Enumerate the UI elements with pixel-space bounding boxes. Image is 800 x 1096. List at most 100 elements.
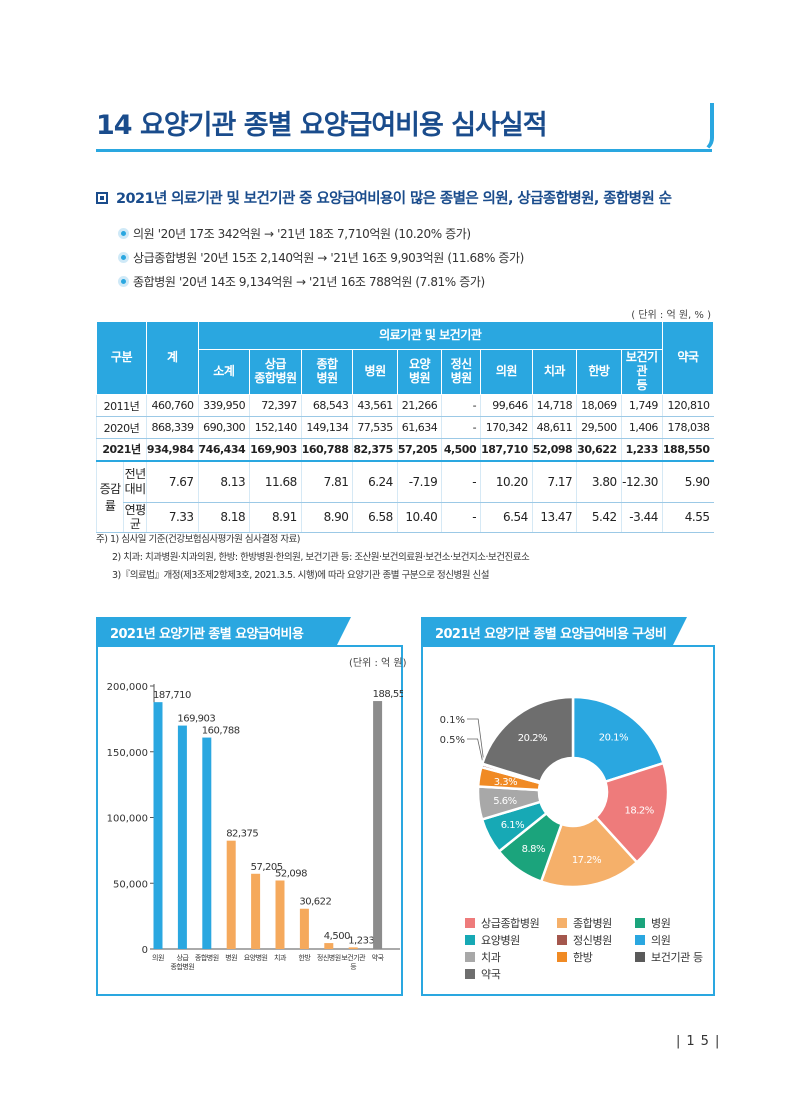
bar: [275, 880, 285, 949]
table-cell: 1,749: [620, 394, 663, 417]
legend-swatch: [557, 935, 567, 945]
header-sub: 종합 병원: [300, 349, 354, 395]
y-tick-label: 0: [142, 945, 148, 956]
bullet-item: 상급종합병원 '20년 15조 2,140억원 → '21년 16조 9,903…: [118, 249, 524, 266]
table-cell: 48,611: [531, 416, 577, 439]
header-sub: 병원: [352, 349, 398, 395]
header-sub: 치과: [531, 349, 578, 395]
table-cell: 72,397: [249, 394, 302, 417]
table-row: 2011년 460,760 339,950 72,397 68,543 43,561 21,…: [96, 394, 714, 417]
bar: [177, 725, 187, 949]
header-sub: 한방: [576, 349, 622, 395]
table-cell: 4.55: [661, 502, 714, 533]
table-cell: 57,205: [396, 438, 442, 462]
table-cell: 8.13: [197, 460, 250, 503]
pie-slice-label: 0.5%: [440, 735, 465, 746]
x-category-label: 의원: [152, 953, 164, 962]
bullet-text: 의원 '20년 17조 342억원 → '21년 18조 7,710억원 (10…: [133, 227, 471, 241]
section-subheading: 2021년 의료기관 및 보건기관 중 요양급여비용이 많은 종별은 의원, 상…: [96, 187, 672, 208]
table-cell: 30,622: [576, 438, 622, 462]
table-cell: 149,134: [300, 416, 353, 439]
table-cell: -: [441, 460, 481, 503]
legend-swatch: [557, 918, 567, 928]
pie-slice-label: 3.3%: [494, 777, 517, 788]
table-cell: 746,434: [197, 438, 250, 462]
table-cell: 460,760: [145, 394, 199, 417]
x-category-label: 병원: [225, 953, 237, 962]
pie-leader-line: [467, 718, 485, 765]
table-cell: 7.67: [145, 460, 199, 503]
legend-item: 의원: [635, 932, 671, 948]
data-table: 구분 계 의료기관 및 보건기관 약국 소계 상급 종합병원 종합 병원 병원 요양 병…: [95, 321, 715, 533]
legend-label: 병원: [651, 917, 671, 930]
x-category-label: 요양병원: [244, 953, 268, 962]
table-cell: -7.19: [396, 460, 442, 503]
pie-chart-title: 2021년 요양기관 종별 요양급여비용 구성비: [421, 617, 687, 645]
bullet-item: 의원 '20년 17조 342억원 → '21년 18조 7,710억원 (10…: [118, 225, 471, 242]
legend-swatch: [635, 918, 645, 928]
table-cell: 7.81: [300, 460, 353, 503]
bar: [226, 840, 236, 949]
legend-label: 상급종합병원: [481, 917, 540, 930]
table-cell: 120,810: [661, 394, 714, 417]
legend-item: 보건기관 등: [635, 949, 703, 965]
x-category-label: 상급 종합병원: [171, 953, 195, 971]
table-cell: 21,266: [396, 394, 442, 417]
x-category-label: 약국: [372, 953, 385, 962]
table-row: 연평균 7.33 8.18 8.91 8.90 6.58 10.40-6.54 13.47 5.…: [97, 502, 714, 533]
bar: [348, 947, 358, 949]
legend-item: 한방: [557, 949, 593, 965]
table-cell: 5.90: [661, 460, 714, 503]
bar-chart-title: 2021년 요양기관 종별 요양급여비용: [96, 617, 351, 645]
table-cell: 13.47: [531, 502, 577, 533]
x-category-label: 정신병원: [317, 953, 341, 962]
table-cell: 339,950: [197, 394, 250, 417]
table-cell: 77,535: [352, 416, 398, 439]
pie-slice-label: 18.2%: [625, 806, 654, 817]
table-cell: 7.33: [145, 502, 199, 533]
legend-item: 종합병원: [557, 915, 612, 931]
legend-swatch: [635, 935, 645, 945]
table-cell: 11.68: [249, 460, 302, 503]
row-label: 2020년: [96, 416, 147, 439]
row-label: 연평균: [123, 502, 147, 533]
table-note: 주) 1) 심사일 기준(건강보험심사평가원 심사결정 자료): [96, 534, 301, 545]
legend-swatch: [465, 935, 475, 945]
x-category-label: 종합병원: [195, 953, 219, 962]
header-sub: 정신 병원: [441, 349, 482, 395]
table-note: 2) 치과: 치과병원·치과의원, 한방: 한방병원·한의원, 보건기관 등: …: [112, 552, 530, 563]
table-cell: -: [441, 502, 481, 533]
table-cell: 160,788: [300, 438, 353, 462]
table-row: 증감률 전년 대비 7.67 8.13 11.68 7.81 6.24 -7.19-10.20…: [95, 460, 714, 533]
y-tick-label: 100,000: [107, 814, 148, 825]
table-note: 3)『의료법』개정(제3조제2항제3호, 2021.3.5. 시행)에 따라 요…: [112, 570, 489, 581]
bar-chart-panel: [96, 645, 403, 996]
bar-value-label: 160,788: [202, 726, 240, 737]
bar: [153, 702, 163, 949]
legend-item: 치과: [465, 949, 501, 965]
table-cell: -: [441, 394, 481, 417]
bar: [324, 943, 334, 949]
pie-slice: [594, 761, 670, 865]
table-cell: 8.18: [197, 502, 250, 533]
pie-slice-label: 5.6%: [493, 796, 516, 807]
title-underline: [96, 149, 712, 152]
bar-chart: 0 50,000 100,000 150,000 200,000 187,710 의원 169…: [107, 682, 403, 971]
legend-label: 한방: [573, 951, 593, 964]
header-sub: 보건기관 등: [620, 349, 663, 395]
table-cell: 82,375: [352, 438, 398, 462]
table-row: 2020년 868,339 690,300 152,140 149,134 77,535 6…: [96, 416, 714, 439]
table-cell: 10.40: [396, 502, 442, 533]
table-cell: -12.30: [620, 460, 663, 503]
bar-value-label: 188,550: [373, 689, 403, 700]
pie-slice: [539, 815, 639, 889]
table-cell: 187,710: [480, 438, 533, 462]
legend-swatch: [465, 969, 475, 979]
pie-slice-label: 8.8%: [522, 844, 545, 855]
pie-legend: 상급종합병원 종합병원 병원 요양병원 정신병원 의원 치과 한방 보건기관 등 약국: [421, 915, 715, 985]
pie-slice-label: 20.2%: [518, 733, 547, 744]
header-group: 의료기관 및 보건기관: [197, 321, 663, 350]
table-cell: 170,342: [480, 416, 533, 439]
table-cell: 1,406: [620, 416, 663, 439]
table-cell: 6.24: [352, 460, 398, 503]
